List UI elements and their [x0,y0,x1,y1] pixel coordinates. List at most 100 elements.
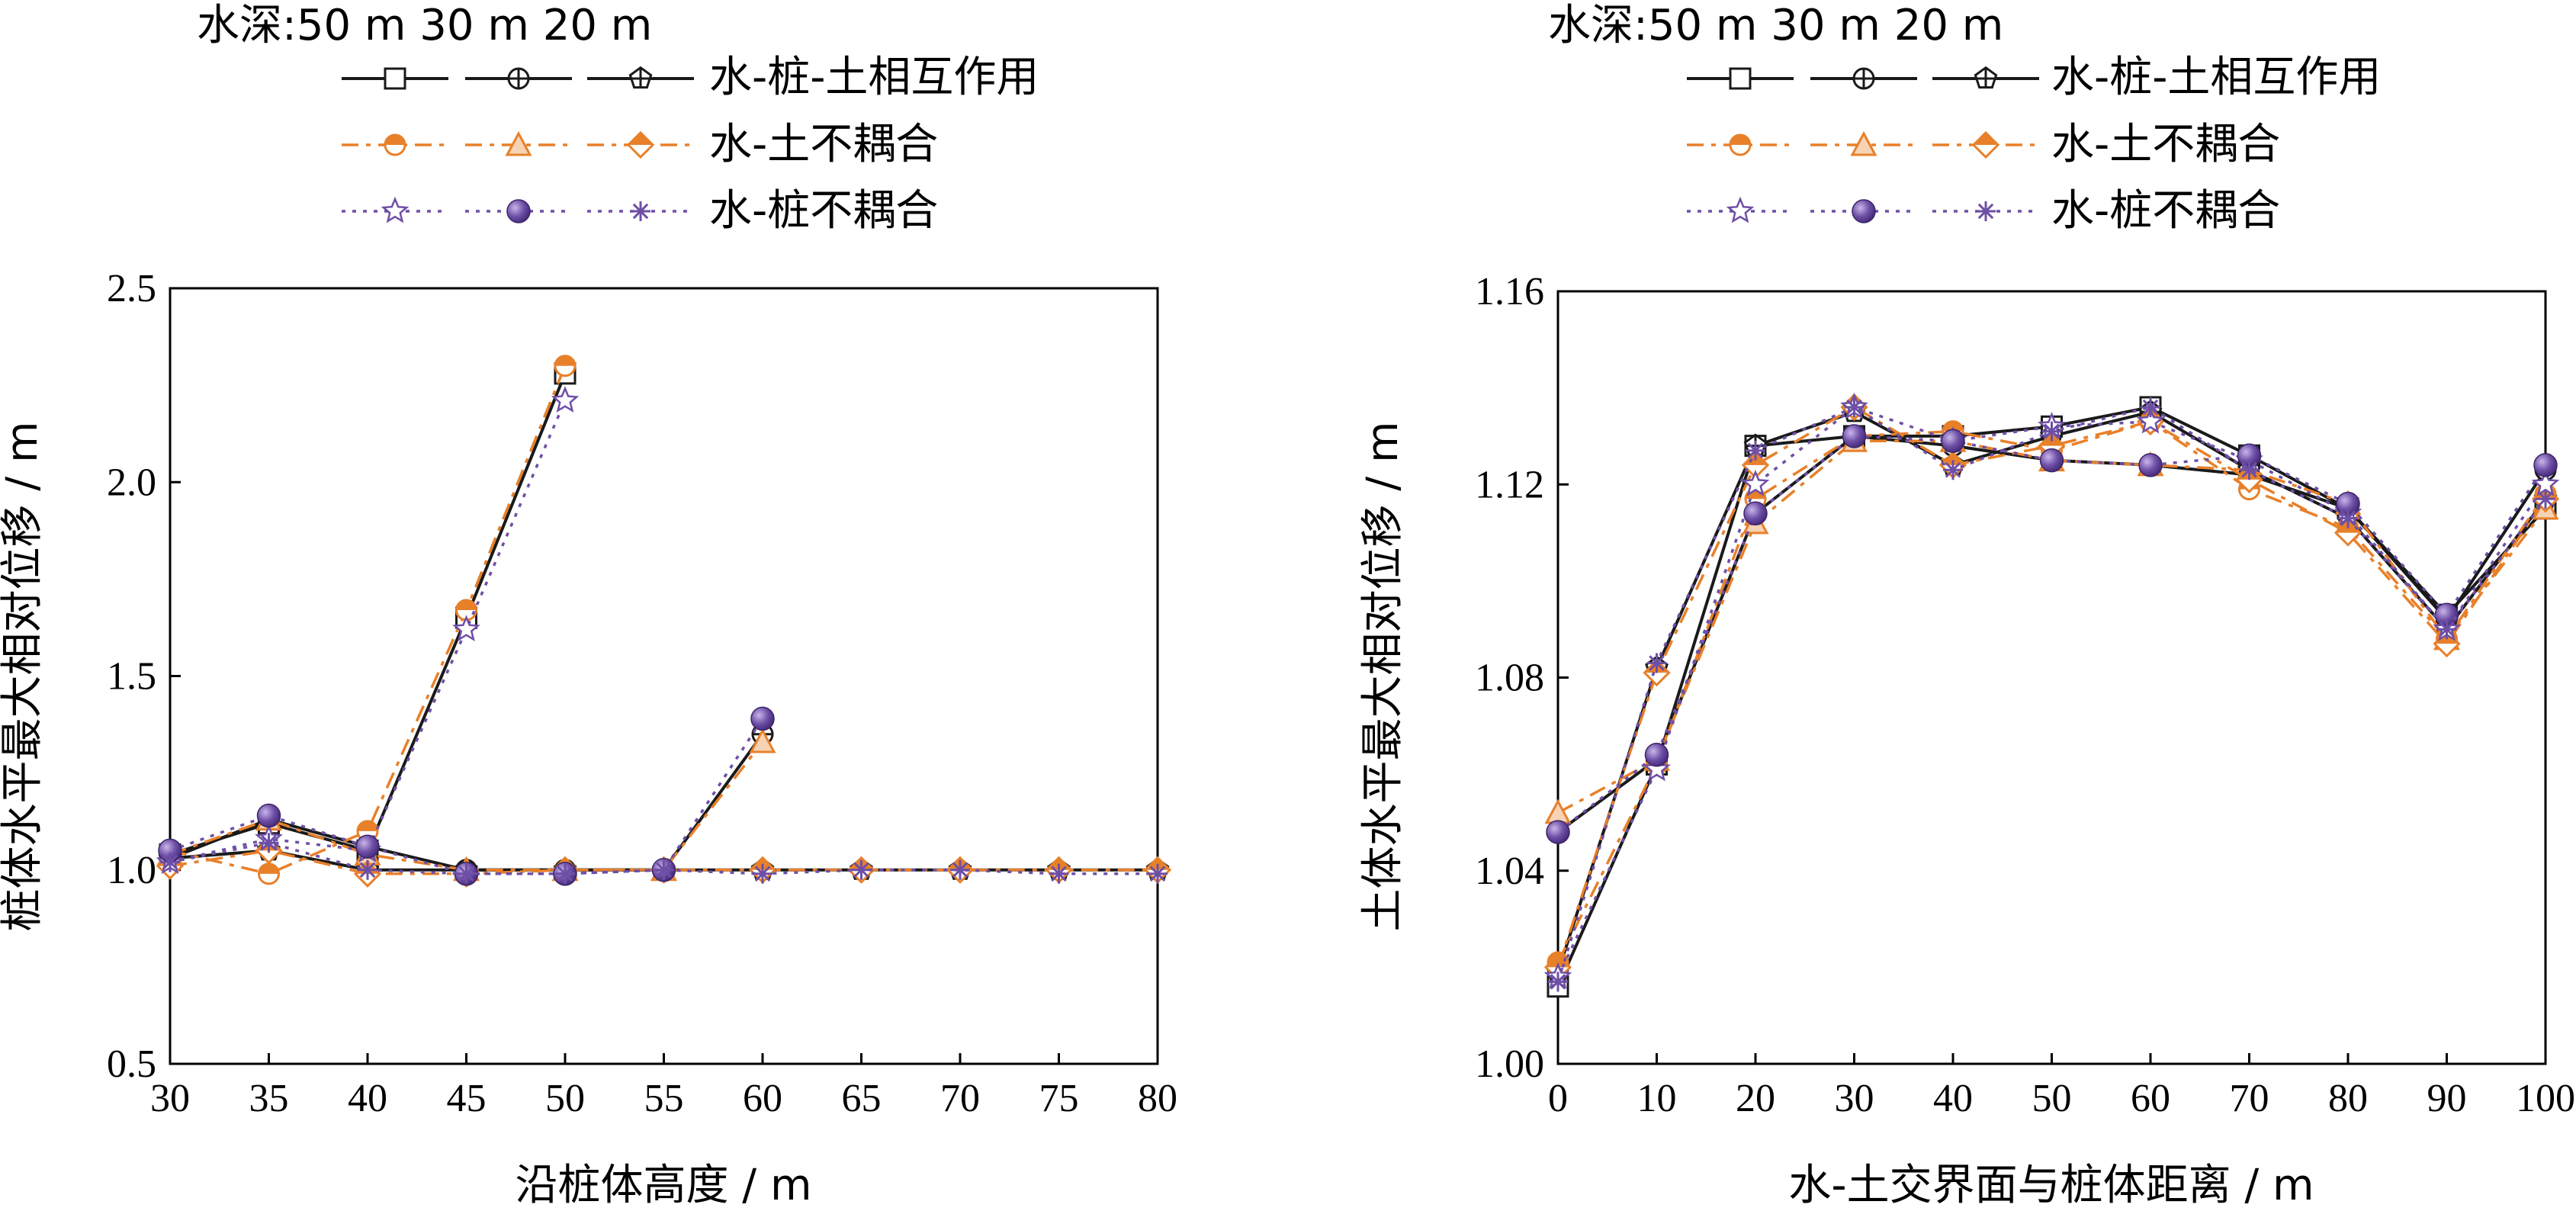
series-line [169,373,567,856]
legend-marker [507,67,530,90]
data-point [259,833,279,853]
legend-marker [628,66,653,89]
x-tick-label: 60 [2131,1077,2170,1120]
series-group-left [156,355,1172,888]
legend-label-interaction-left: 水-桩-土相互作用 [709,53,1039,102]
legend-label-pile-uncoupled-left: 水-桩不耦合 [709,186,938,236]
x-tick-label: 20 [1736,1077,1775,1120]
legend-marker [1729,133,1752,156]
y-tick-label: 1.04 [1475,850,1544,893]
data-point [555,863,575,884]
data-point [1844,397,1865,417]
data-point [753,863,772,884]
y-tick-label: 1.16 [1475,270,1544,313]
data-point [1049,863,1069,884]
data-point [551,386,580,413]
data-point [1544,798,1572,824]
legend-marker [1852,67,1875,90]
series-interaction-20m [1546,400,2558,982]
data-point [2436,619,2457,640]
series-line [1556,434,2547,834]
legend-marker [1971,130,2000,159]
y-tick-label: 0.5 [107,1042,156,1086]
y-tick-label: 2.0 [107,461,156,504]
data-point [1746,440,1765,461]
data-point [1646,653,1667,673]
data-point [1644,743,1669,767]
series-soil-uncoupled-20m [1543,393,2560,981]
y-tick-label: 1.5 [107,655,156,699]
data-point [2536,489,2555,509]
y-tick-label: 1.08 [1475,657,1544,700]
x-tick-label: 60 [743,1077,782,1120]
data-point [1743,501,1768,525]
legend-marker [1976,201,1996,221]
y-tick-label: 1.00 [1475,1042,1544,1086]
x-tick-label: 50 [545,1077,585,1120]
series-pile-uncoupled-50m [156,386,580,875]
legend-marker [1726,196,1755,223]
legend-label-interaction-right: 水-桩-土相互作用 [2051,53,2381,102]
x-tick-label: 90 [2427,1077,2467,1120]
x-axis-label-right: 水-土交界面与桩体距离 / m [1788,1161,2314,1210]
legend-label-soil-uncoupled-left: 水-土不耦合 [709,120,938,169]
x-tick-label: 30 [1835,1077,1874,1120]
x-tick-label: 0 [1548,1077,1568,1120]
x-axis-label-left: 沿桩体高度 / m [515,1161,811,1210]
series-line [1556,406,2547,978]
data-point [1943,460,1963,480]
axis-ticks-left: 30 35 40 45 50 55 60 65 70 75 80 0.5 1.0 1.5 2.0 2.5 [107,267,1177,1120]
legend-marker [1852,199,1876,223]
legend-header-right: 水深:50 m 30 m 20 m [1548,1,2003,50]
legend-marker [381,196,410,223]
series-line [1556,406,2547,982]
series-line [1557,439,2547,814]
data-point [2138,453,2163,477]
series-line [169,365,567,875]
data-point [2136,406,2165,434]
data-point [452,615,480,642]
series-line [1556,405,2547,968]
data-point [456,863,477,884]
legend-marks-right [1687,66,2039,223]
data-point [2338,508,2358,528]
x-tick-label: 80 [1138,1077,1177,1120]
series-pile-uncoupled-30m [1546,424,2558,844]
series-interaction-30m [1547,425,2557,843]
plot-frame-left [169,287,1159,1065]
series-line [1556,410,2547,973]
series-interaction-50m [1547,396,2557,998]
data-point [355,834,380,859]
data-point [750,706,775,731]
x-tick-label: 55 [644,1077,684,1120]
series-line [1556,419,2547,963]
chart-right: 水深:50 m 30 m 20 m 水-桩-土相互作用 水-土不耦合 水-桩不耦… [1358,1,2575,1210]
data-point [1643,754,1671,782]
x-tick-label: 80 [2328,1077,2368,1120]
x-tick-label: 65 [842,1077,882,1120]
y-axis-label-left: 桩体水平最大相对位移 / m [0,421,47,931]
data-point [1842,424,1867,448]
x-tick-label: 70 [2230,1077,2269,1120]
legend-label-pile-uncoupled-right: 水-桩不耦合 [2051,186,2280,236]
legend-marker [384,133,406,156]
data-point [358,859,377,880]
data-point [2239,460,2260,480]
data-point [749,728,776,753]
x-tick-label: 10 [1637,1077,1677,1120]
series-line [169,400,567,864]
x-tick-label: 40 [1933,1077,1973,1120]
legend-marker [1850,130,1877,156]
x-tick-label: 35 [249,1077,289,1120]
legend-marker [384,67,406,90]
legend-marker [505,130,532,156]
legend-marker [1974,66,1998,89]
data-point [1741,469,1770,496]
legend-marker [1729,67,1752,90]
x-tick-label: 30 [150,1077,190,1120]
data-point [554,355,577,377]
chart-left: 水深:50 m 30 m 20 m 水-桩-土相互作用 水-土不耦合 水-桩不耦… [0,1,1177,1210]
x-tick-label: 40 [348,1077,387,1120]
x-tick-label: 70 [940,1077,980,1120]
data-point [950,859,970,880]
